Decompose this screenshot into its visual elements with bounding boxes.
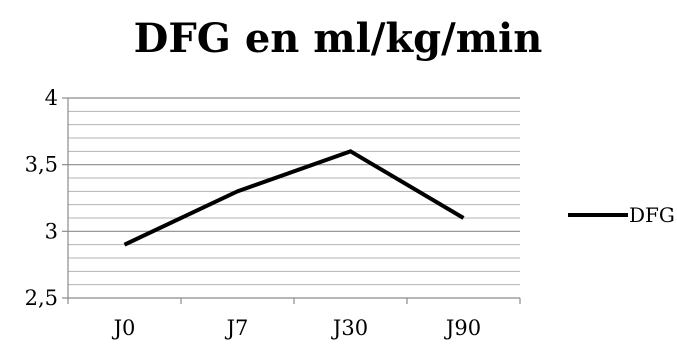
series-layer: [123, 149, 465, 247]
x-tick-label: J30: [331, 316, 368, 340]
y-tick-label: 3: [45, 219, 58, 243]
x-tick-label: J0: [112, 316, 136, 340]
x-tick-label: J90: [444, 316, 481, 340]
legend: DFG: [568, 203, 675, 227]
y-tick-label: 3,5: [25, 153, 58, 177]
series-line-dfg: [123, 149, 465, 247]
y-tick-label: 2,5: [25, 286, 58, 310]
axes: [67, 98, 520, 299]
legend-label-dfg: DFG: [629, 203, 675, 227]
y-tick-label: 4: [45, 86, 58, 110]
chart-title: DFG en ml/kg/min: [134, 15, 543, 62]
y-axis-ticks: 2,5 3 3,5 4: [25, 86, 68, 310]
gridlines: [68, 97, 520, 286]
x-tick-label: J7: [225, 316, 249, 340]
x-axis-ticks: J0 J7 J30 J90: [67, 298, 521, 340]
